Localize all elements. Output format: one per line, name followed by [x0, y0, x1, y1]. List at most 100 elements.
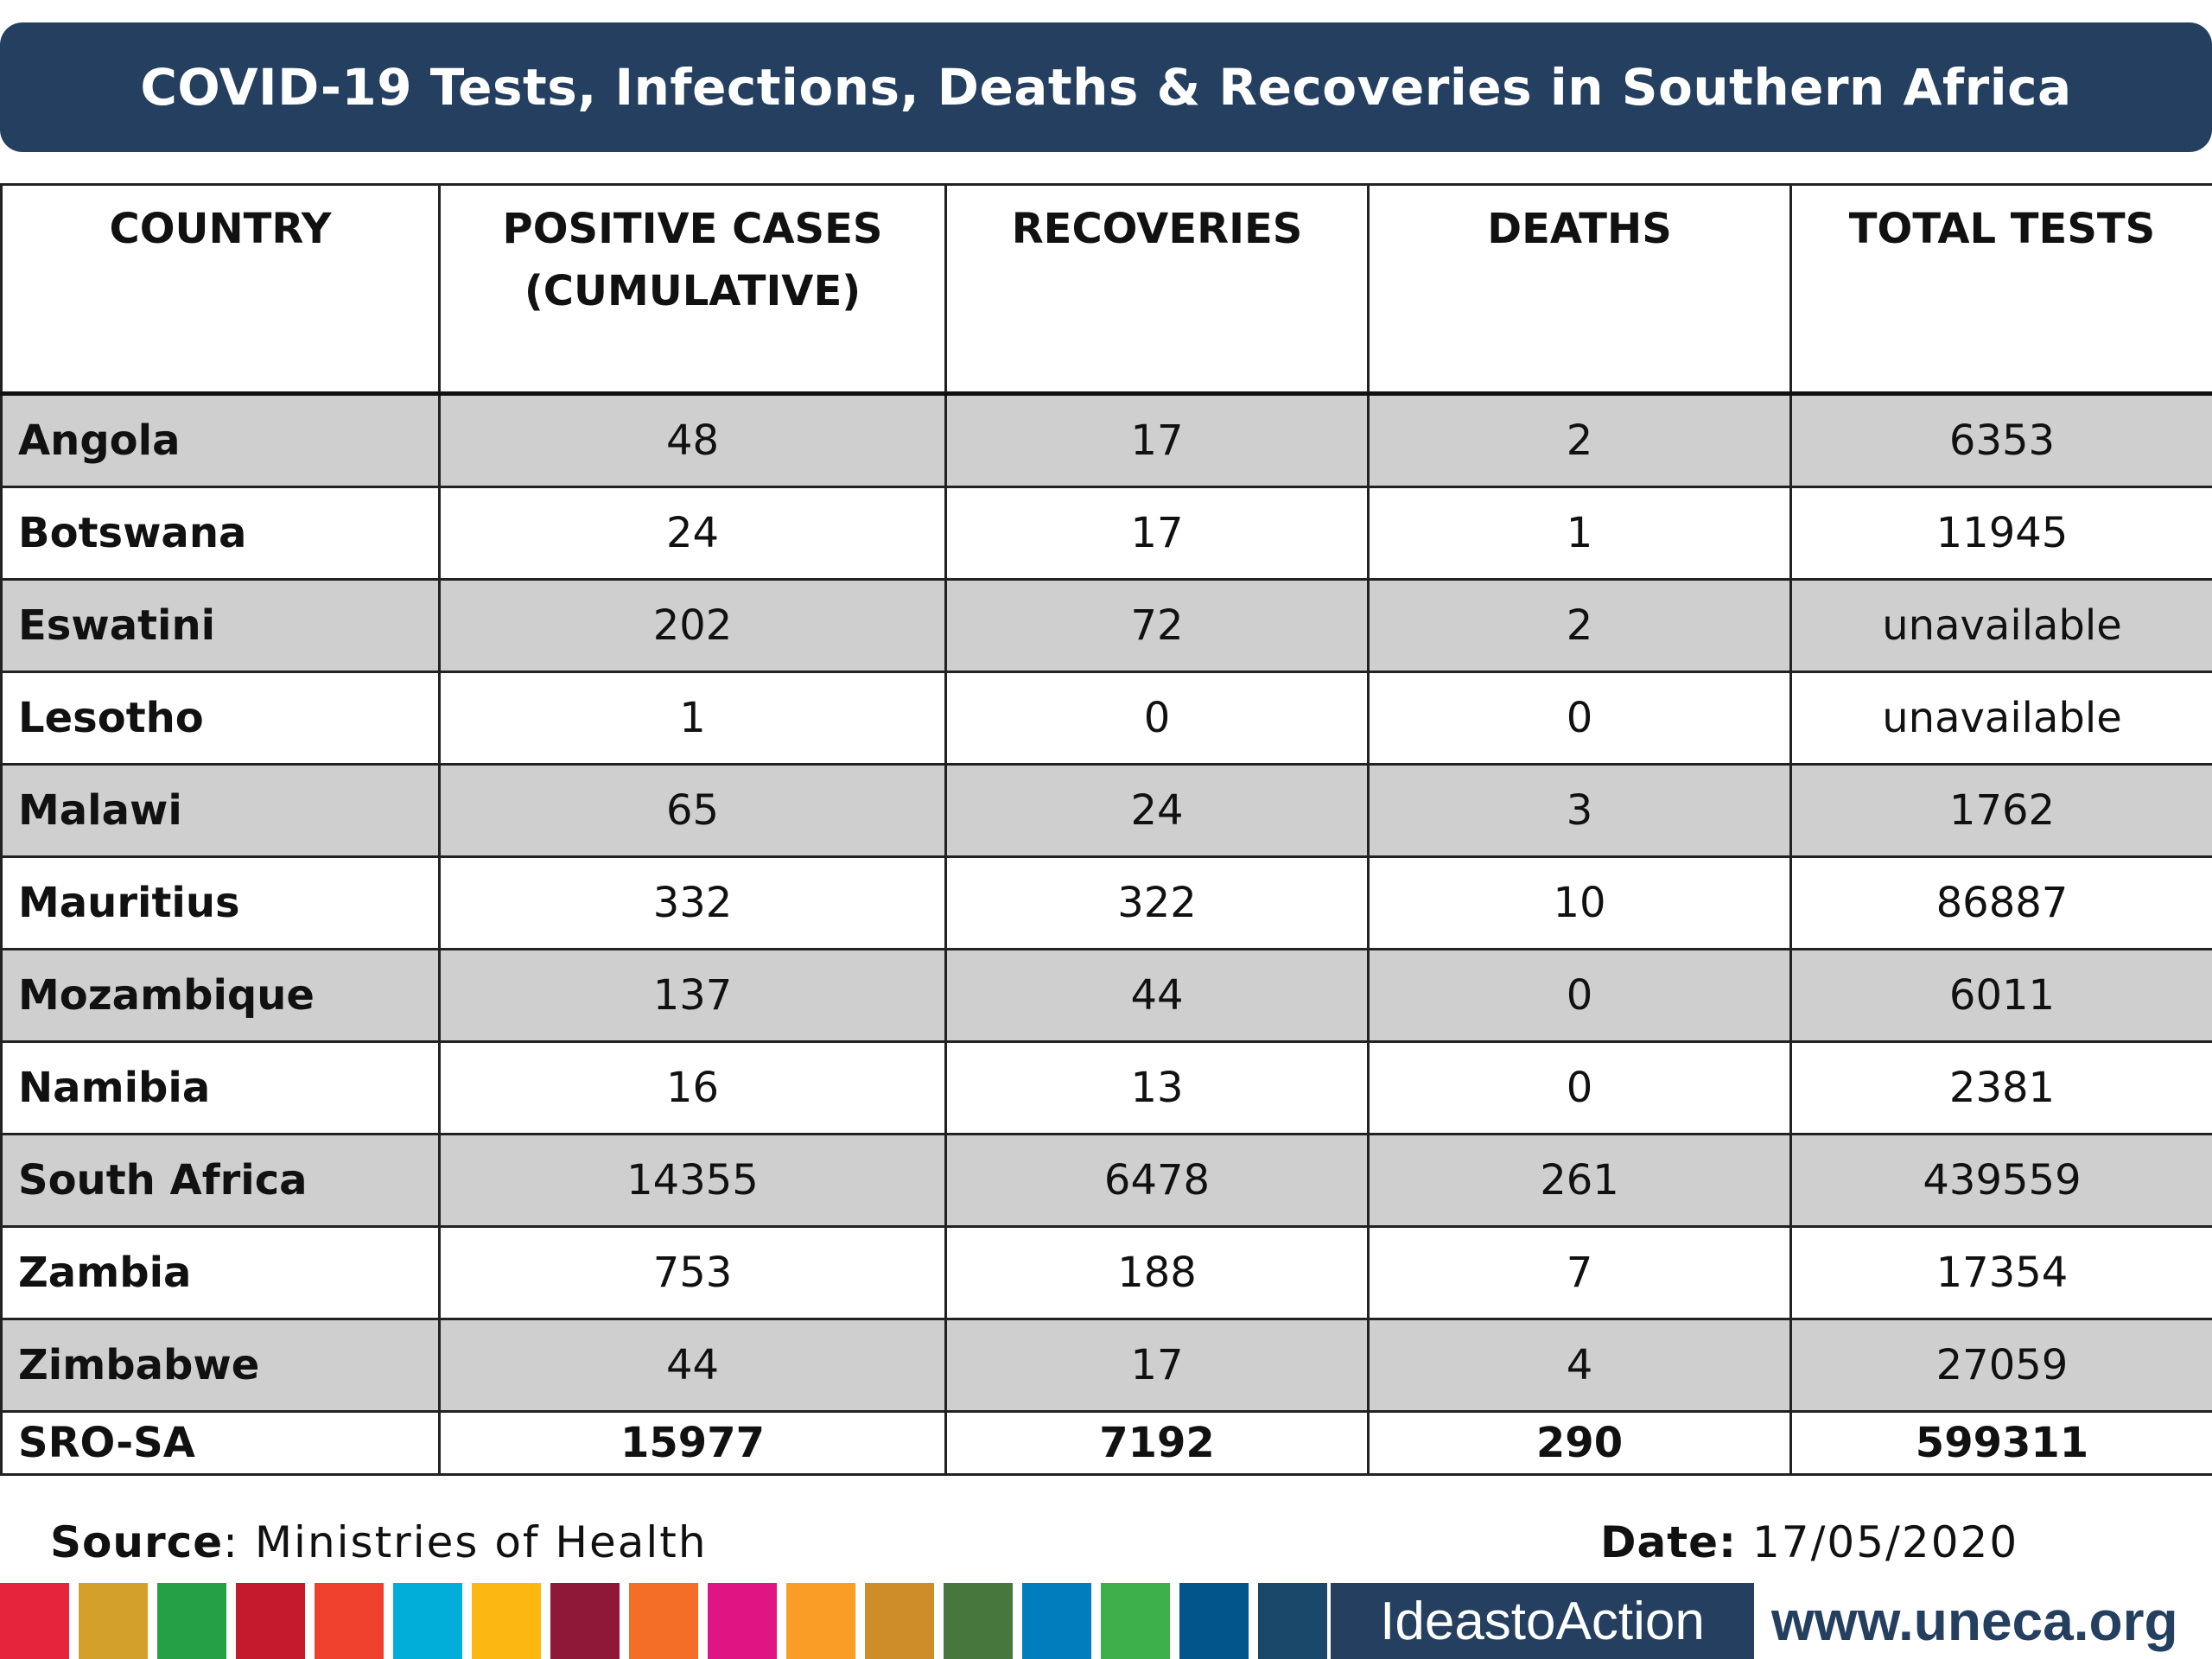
header-positive-line1: POSITIVE CASES [502, 205, 883, 253]
cell-deaths: 2 [1367, 392, 1792, 488]
cell-country: Zimbabwe [0, 1318, 441, 1413]
stripe-block [708, 1583, 777, 1659]
cell-positive: 14355 [438, 1133, 947, 1228]
total-cell-country: SRO-SA [0, 1410, 441, 1476]
title-banner: COVID-19 Tests, Infections, Deaths & Rec… [0, 22, 2212, 152]
cell-recoveries: 72 [944, 578, 1370, 673]
stripe-block [1101, 1583, 1170, 1659]
stripe-block [472, 1583, 541, 1659]
cell-positive: 1 [438, 671, 947, 766]
cell-country: Mozambique [0, 948, 441, 1043]
cell-positive: 24 [438, 486, 947, 581]
source-value: : Ministries of Health [223, 1517, 708, 1567]
header-recoveries: RECOVERIES [944, 183, 1370, 396]
cell-country: South Africa [0, 1133, 441, 1228]
cell-recoveries: 17 [944, 392, 1370, 488]
cell-tests: 2381 [1789, 1040, 2212, 1135]
cell-country: Mauritius [0, 855, 441, 950]
cell-recoveries: 17 [944, 486, 1370, 581]
cell-deaths: 261 [1367, 1133, 1792, 1228]
total-cell-tests: 599311 [1789, 1410, 2212, 1476]
cell-deaths: 0 [1367, 1040, 1792, 1135]
cell-positive: 16 [438, 1040, 947, 1135]
stripe-block [1258, 1583, 1327, 1659]
cell-recoveries: 6478 [944, 1133, 1370, 1228]
source-note: Source: Ministries of Health [50, 1517, 708, 1567]
stripe-block [629, 1583, 698, 1659]
cell-deaths: 4 [1367, 1318, 1792, 1413]
cell-country: Angola [0, 392, 441, 488]
cell-deaths: 0 [1367, 671, 1792, 766]
cell-recoveries: 44 [944, 948, 1370, 1043]
cell-country: Eswatini [0, 578, 441, 673]
header-positive-line2: (CUMULATIVE) [524, 267, 861, 315]
table-row: Mozambique 137 44 0 6011 [0, 948, 2212, 1043]
stripe-block [786, 1583, 855, 1659]
cell-deaths: 1 [1367, 486, 1792, 581]
date-note: Date: 17/05/2020 [1600, 1517, 2018, 1567]
stripe-block [0, 1583, 69, 1659]
cell-tests: 27059 [1789, 1318, 2212, 1413]
total-row: SRO-SA 15977 7192 290 599311 [0, 1410, 2212, 1476]
date-value: 17/05/2020 [1737, 1517, 2019, 1567]
cell-tests: 86887 [1789, 855, 2212, 950]
cell-tests: 1762 [1789, 763, 2212, 858]
cell-tests: 6353 [1789, 392, 2212, 488]
stripe-block [157, 1583, 226, 1659]
header-country: COUNTRY [0, 183, 441, 396]
cell-positive: 332 [438, 855, 947, 950]
total-cell-deaths: 290 [1367, 1410, 1792, 1476]
covid-table: COUNTRY POSITIVE CASES (CUMULATIVE) RECO… [0, 183, 2212, 1476]
table-row: Namibia 16 13 0 2381 [0, 1040, 2212, 1135]
table-row: Malawi 65 24 3 1762 [0, 763, 2212, 858]
stripe-block [550, 1583, 620, 1659]
header-positive-cases: POSITIVE CASES (CUMULATIVE) [438, 183, 947, 396]
table-row: Zimbabwe 44 17 4 27059 [0, 1318, 2212, 1413]
cell-recoveries: 0 [944, 671, 1370, 766]
cell-positive: 65 [438, 763, 947, 858]
cell-tests: 11945 [1789, 486, 2212, 581]
cell-tests: 439559 [1789, 1133, 2212, 1228]
cell-country: Zambia [0, 1225, 441, 1320]
table-row: Angola 48 17 2 6353 [0, 392, 2212, 488]
cell-recoveries: 13 [944, 1040, 1370, 1135]
total-cell-positive: 15977 [438, 1410, 947, 1476]
cell-recoveries: 24 [944, 763, 1370, 858]
table-row: Lesotho 1 0 0 unavailable [0, 671, 2212, 766]
source-label: Source [50, 1517, 224, 1567]
stripe-block [1022, 1583, 1091, 1659]
cell-positive: 44 [438, 1318, 947, 1413]
sdg-color-stripe [0, 1583, 1337, 1659]
page-title: COVID-19 Tests, Infections, Deaths & Rec… [140, 58, 2072, 117]
stripe-block [865, 1583, 934, 1659]
stripe-block [79, 1583, 148, 1659]
stripe-block [393, 1583, 462, 1659]
stripe-block [315, 1583, 384, 1659]
table-row: Zambia 753 188 7 17354 [0, 1225, 2212, 1320]
cell-recoveries: 17 [944, 1318, 1370, 1413]
cell-country: Lesotho [0, 671, 441, 766]
cell-deaths: 10 [1367, 855, 1792, 950]
cell-deaths: 7 [1367, 1225, 1792, 1320]
total-cell-recoveries: 7192 [944, 1410, 1370, 1476]
stripe-block [1179, 1583, 1249, 1659]
table-row: Mauritius 332 322 10 86887 [0, 855, 2212, 950]
cell-recoveries: 188 [944, 1225, 1370, 1320]
header-total-tests: TOTAL TESTS [1789, 183, 2212, 396]
stripe-block [236, 1583, 305, 1659]
cell-positive: 753 [438, 1225, 947, 1320]
table-row: Eswatini 202 72 2 unavailable [0, 578, 2212, 673]
cell-deaths: 3 [1367, 763, 1792, 858]
cell-country: Botswana [0, 486, 441, 581]
table-row: Botswana 24 17 1 11945 [0, 486, 2212, 581]
stripe-block [944, 1583, 1013, 1659]
cell-positive: 202 [438, 578, 947, 673]
cell-tests: unavailable [1789, 671, 2212, 766]
ideas-to-action-logo: IdeastoAction [1331, 1583, 1754, 1659]
cell-tests: 17354 [1789, 1225, 2212, 1320]
header-deaths: DEATHS [1367, 183, 1792, 396]
website-url: www.uneca.org [1771, 1590, 2178, 1652]
table-row: South Africa 14355 6478 261 439559 [0, 1133, 2212, 1228]
cell-positive: 48 [438, 392, 947, 488]
cell-tests: 6011 [1789, 948, 2212, 1043]
